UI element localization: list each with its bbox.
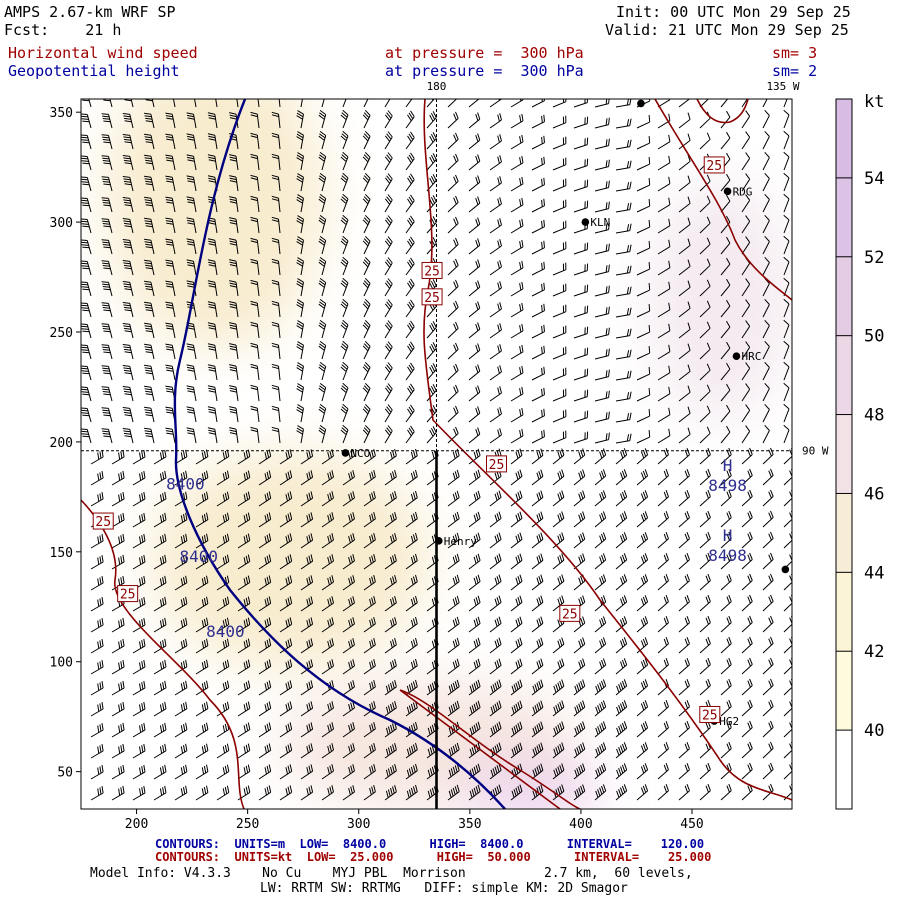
- forecast-hour: Fcst: 21 h: [4, 21, 122, 39]
- physics-info: LW: RRTM SW: RRTMG DIFF: simple KM: 2D S…: [260, 881, 628, 896]
- colorbar-label: 50: [864, 327, 884, 347]
- colorbar-cell: [836, 256, 852, 336]
- lon-label-180: 180: [427, 80, 447, 93]
- colorbar-cell: [836, 730, 852, 809]
- speed-contour-label: 25: [424, 264, 440, 279]
- colorbar-cell: [836, 493, 852, 573]
- x-tick-label: 250: [236, 817, 259, 832]
- speed-contour-label: 25: [489, 458, 505, 473]
- speed-label-box: [559, 604, 581, 622]
- colorbar-cell: [836, 177, 852, 257]
- station-dot: [781, 565, 790, 574]
- station-dot: [723, 187, 732, 196]
- x-tick-label: 200: [125, 817, 148, 832]
- colorbar-label: 44: [864, 563, 884, 583]
- colorbar-label: 54: [864, 169, 884, 189]
- colorbar-label: 46: [864, 484, 884, 504]
- colorbar-cell: [836, 572, 852, 652]
- speed-contour-label: 25: [706, 159, 722, 174]
- y-tick-label: 200: [50, 436, 73, 451]
- model-info: Model Info: V4.3.3 No Cu MYJ PBL Morriso…: [90, 866, 693, 881]
- height-contour-info: CONTOURS: UNITS=m LOW= 8400.0 HIGH= 8400…: [155, 837, 705, 851]
- speed-label-box: [117, 585, 139, 603]
- station-label: RDG: [733, 185, 753, 198]
- model-title: AMPS 2.67-km WRF SP: [4, 3, 176, 21]
- colorbar-label: 42: [864, 642, 884, 662]
- field1-smoothing: sm= 3: [772, 44, 818, 62]
- station-dot: [637, 99, 645, 108]
- y-tick-label: 350: [50, 106, 73, 121]
- height-contour-label: 8400: [166, 475, 205, 494]
- speed-label-box: [699, 705, 721, 723]
- lon-label-135w: 135 W: [766, 80, 799, 93]
- wind-barbs: [81, 99, 792, 801]
- plot-frame: [80, 98, 793, 810]
- colorbar-cell: [836, 335, 852, 415]
- speed-contour-central: [423, 99, 792, 801]
- colorbar-label: 48: [864, 406, 884, 426]
- station-label: NCO: [350, 447, 370, 460]
- speed-label-box: [421, 288, 443, 306]
- speed-contours: [81, 99, 792, 809]
- station-dot: [434, 537, 443, 545]
- speed-contour-jetmax: [399, 689, 581, 809]
- colorbar-cap: [836, 99, 852, 178]
- speed-shade-east: [650, 180, 790, 420]
- speed-shade-jet-mid: [150, 450, 430, 670]
- colorbar-cell: [836, 651, 852, 731]
- init-time: Init: 00 UTC Mon 29 Sep 25: [616, 3, 851, 21]
- speed-contour-southwest: [81, 499, 245, 809]
- valid-time: Valid: 21 UTC Mon 29 Sep 25: [605, 21, 849, 39]
- speed-contour-info: CONTOURS: UNITS=kt LOW= 25.000 HIGH= 50.…: [155, 850, 712, 864]
- speed-label-box: [485, 455, 507, 473]
- coast-feature: [696, 99, 749, 124]
- speed-contour-label: 25: [424, 291, 440, 306]
- height-contour-label: 8400: [179, 547, 218, 566]
- x-tick-label: 300: [347, 817, 370, 832]
- colorbar-cell: [836, 414, 852, 494]
- high-pressure-letter: H: [723, 526, 733, 545]
- speed-contour-label: 25: [562, 607, 578, 622]
- x-tick-label: 350: [458, 817, 481, 832]
- station-label: HG2: [719, 715, 739, 728]
- speed-label-box: [703, 156, 725, 174]
- high-pressure-value: 8498: [708, 546, 747, 565]
- height-contour-label: 8400: [206, 622, 245, 641]
- lon-label-90w: 90 W: [802, 445, 829, 458]
- field2-smoothing: sm= 2: [772, 62, 818, 80]
- y-tick-label: 300: [50, 216, 73, 231]
- field1-name: Horizontal wind speed: [8, 44, 198, 62]
- colorbar-unit: kt: [864, 92, 884, 112]
- station-label: HRC: [741, 350, 761, 363]
- field2-level: at pressure = 300 hPa: [385, 62, 584, 80]
- field1-level: at pressure = 300 hPa: [385, 44, 584, 62]
- speed-label-box: [92, 512, 114, 530]
- y-tick-label: 250: [50, 326, 73, 341]
- speed-contour-label: 25: [120, 588, 136, 603]
- x-tick-label: 450: [680, 817, 703, 832]
- speed-label-box: [421, 261, 443, 279]
- y-tick-label: 100: [50, 656, 73, 671]
- plot-area: RDGKLNHRCNCOHenryHG225252525252525258400…: [81, 99, 792, 809]
- speed-contour-label: 25: [702, 708, 718, 723]
- station-label: KLN: [590, 216, 610, 229]
- height-contour-8400: [173, 99, 506, 809]
- speed-contour-northeast: [654, 99, 792, 301]
- station-label: Henry: [444, 535, 477, 548]
- high-pressure-letter: H: [723, 456, 733, 475]
- station-dot: [581, 218, 590, 226]
- station-dot: [341, 449, 350, 457]
- wind-barb-field: [81, 99, 792, 801]
- speed-contour-label: 25: [95, 515, 111, 530]
- station-dot: [732, 352, 741, 360]
- field2-name: Geopotential height: [8, 62, 180, 80]
- colorbar-frame: [835, 98, 853, 810]
- y-tick-label: 50: [57, 766, 73, 781]
- high-pressure-value: 8498: [708, 476, 747, 495]
- colorbar-label: 52: [864, 248, 884, 268]
- x-tick-label: 400: [569, 817, 592, 832]
- colorbar-label: 40: [864, 721, 884, 741]
- y-tick-label: 150: [50, 546, 73, 561]
